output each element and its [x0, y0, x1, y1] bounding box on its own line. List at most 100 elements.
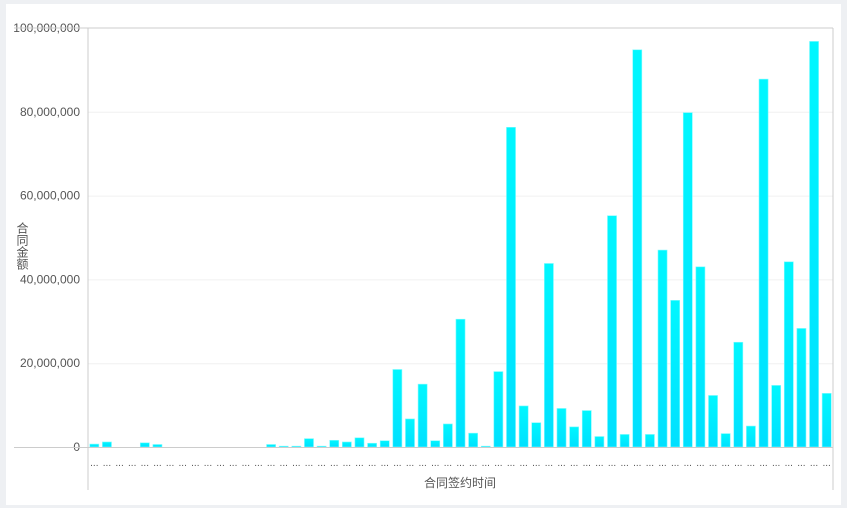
bar[interactable]	[430, 440, 441, 448]
x-tick-label: ...	[583, 458, 591, 469]
y-tick-label: 20,000,000	[20, 356, 80, 370]
bar[interactable]	[405, 418, 415, 448]
x-tick-label: ...	[242, 458, 250, 469]
bar[interactable]	[518, 405, 529, 448]
bar[interactable]	[342, 441, 352, 448]
bar[interactable]	[531, 422, 542, 448]
x-tick-label: ...	[393, 458, 401, 469]
x-axis-title: 合同签约时间	[424, 475, 496, 490]
x-tick-label: ...	[355, 458, 363, 469]
x-tick-label: ...	[115, 458, 123, 469]
bar[interactable]	[657, 249, 668, 448]
bar[interactable]	[632, 49, 643, 448]
bar[interactable]	[670, 300, 681, 448]
bar[interactable]	[417, 383, 428, 448]
x-tick-label: ...	[532, 458, 540, 469]
bar[interactable]	[468, 432, 478, 448]
bar[interactable]	[695, 266, 706, 448]
x-tick-label: ...	[90, 458, 98, 469]
y-tick-label: 80,000,000	[20, 105, 80, 119]
x-tick-label: ...	[204, 458, 212, 469]
x-tick-label: ...	[797, 458, 805, 469]
x-tick-label: ...	[671, 458, 679, 469]
y-tick-label: 40,000,000	[20, 272, 80, 286]
bar[interactable]	[720, 433, 731, 448]
bar[interactable]	[379, 440, 390, 448]
x-tick-label: ...	[785, 458, 793, 469]
bar[interactable]	[796, 328, 807, 448]
bar[interactable]	[569, 426, 579, 448]
x-tick-label: ...	[469, 458, 477, 469]
bar[interactable]	[746, 425, 756, 448]
bar[interactable]	[594, 436, 605, 448]
bar[interactable]	[783, 261, 794, 448]
bar[interactable]	[455, 318, 466, 448]
x-tick-label: ...	[141, 458, 149, 469]
x-tick-label: ...	[658, 458, 666, 469]
bar[interactable]	[367, 442, 377, 448]
x-tick-label: ...	[823, 458, 831, 469]
x-tick-label: ...	[179, 458, 187, 469]
y-axis-title: 合同金额	[15, 221, 29, 271]
bar[interactable]	[544, 263, 554, 448]
bar[interactable]	[354, 437, 365, 448]
bar[interactable]	[809, 41, 819, 448]
bar[interactable]	[392, 369, 403, 448]
x-tick-label: ...	[734, 458, 742, 469]
x-tick-label: ...	[406, 458, 414, 469]
bar[interactable]	[581, 410, 592, 448]
x-tick-label: ...	[153, 458, 161, 469]
x-tick-label: ...	[103, 458, 111, 469]
bar[interactable]	[266, 444, 276, 448]
bar[interactable]	[645, 434, 655, 448]
x-tick-label: ...	[267, 458, 275, 469]
x-tick-label: ...	[317, 458, 325, 469]
x-tick-label: ...	[229, 458, 237, 469]
x-tick-label: ...	[166, 458, 174, 469]
y-tick-label: 60,000,000	[20, 189, 80, 203]
x-tick-label: ...	[620, 458, 628, 469]
bar[interactable]	[139, 442, 150, 448]
bar[interactable]	[758, 78, 769, 448]
bar[interactable]	[771, 385, 782, 448]
x-tick-label: ...	[772, 458, 780, 469]
bar[interactable]	[821, 393, 832, 448]
bar[interactable]	[733, 341, 744, 448]
x-tick-label: ...	[684, 458, 692, 469]
x-tick-label: ...	[191, 458, 199, 469]
x-tick-label: ...	[456, 458, 464, 469]
bar[interactable]	[682, 112, 693, 448]
x-tick-label: ...	[696, 458, 704, 469]
x-tick-label: ...	[633, 458, 641, 469]
x-tick-label: ...	[216, 458, 224, 469]
bar[interactable]	[89, 443, 100, 448]
bar[interactable]	[556, 408, 567, 448]
x-tick-label: ...	[721, 458, 729, 469]
x-tick-label: ...	[709, 458, 717, 469]
x-tick-label: ...	[330, 458, 338, 469]
x-tick-label: ...	[810, 458, 818, 469]
x-tick-label: ...	[482, 458, 490, 469]
bar[interactable]	[607, 215, 617, 448]
bar[interactable]	[708, 395, 718, 448]
x-tick-label: ...	[519, 458, 527, 469]
bar[interactable]	[329, 439, 340, 448]
bar[interactable]	[506, 127, 516, 448]
x-tick-label: ...	[494, 458, 502, 469]
bar[interactable]	[102, 441, 112, 448]
bar[interactable]	[443, 423, 453, 448]
x-tick-label: ...	[507, 458, 515, 469]
x-tick-label: ...	[747, 458, 755, 469]
bar[interactable]	[619, 434, 630, 448]
bar[interactable]	[493, 371, 504, 448]
x-tick-label: ...	[343, 458, 351, 469]
bar[interactable]	[152, 444, 163, 448]
x-tick-label: ...	[608, 458, 616, 469]
x-tick-label: ...	[128, 458, 136, 469]
x-tick-label: ...	[595, 458, 603, 469]
x-tick-label: ...	[280, 458, 288, 469]
x-tick-label: ...	[305, 458, 313, 469]
x-tick-label: ...	[545, 458, 553, 469]
bar[interactable]	[304, 438, 314, 448]
